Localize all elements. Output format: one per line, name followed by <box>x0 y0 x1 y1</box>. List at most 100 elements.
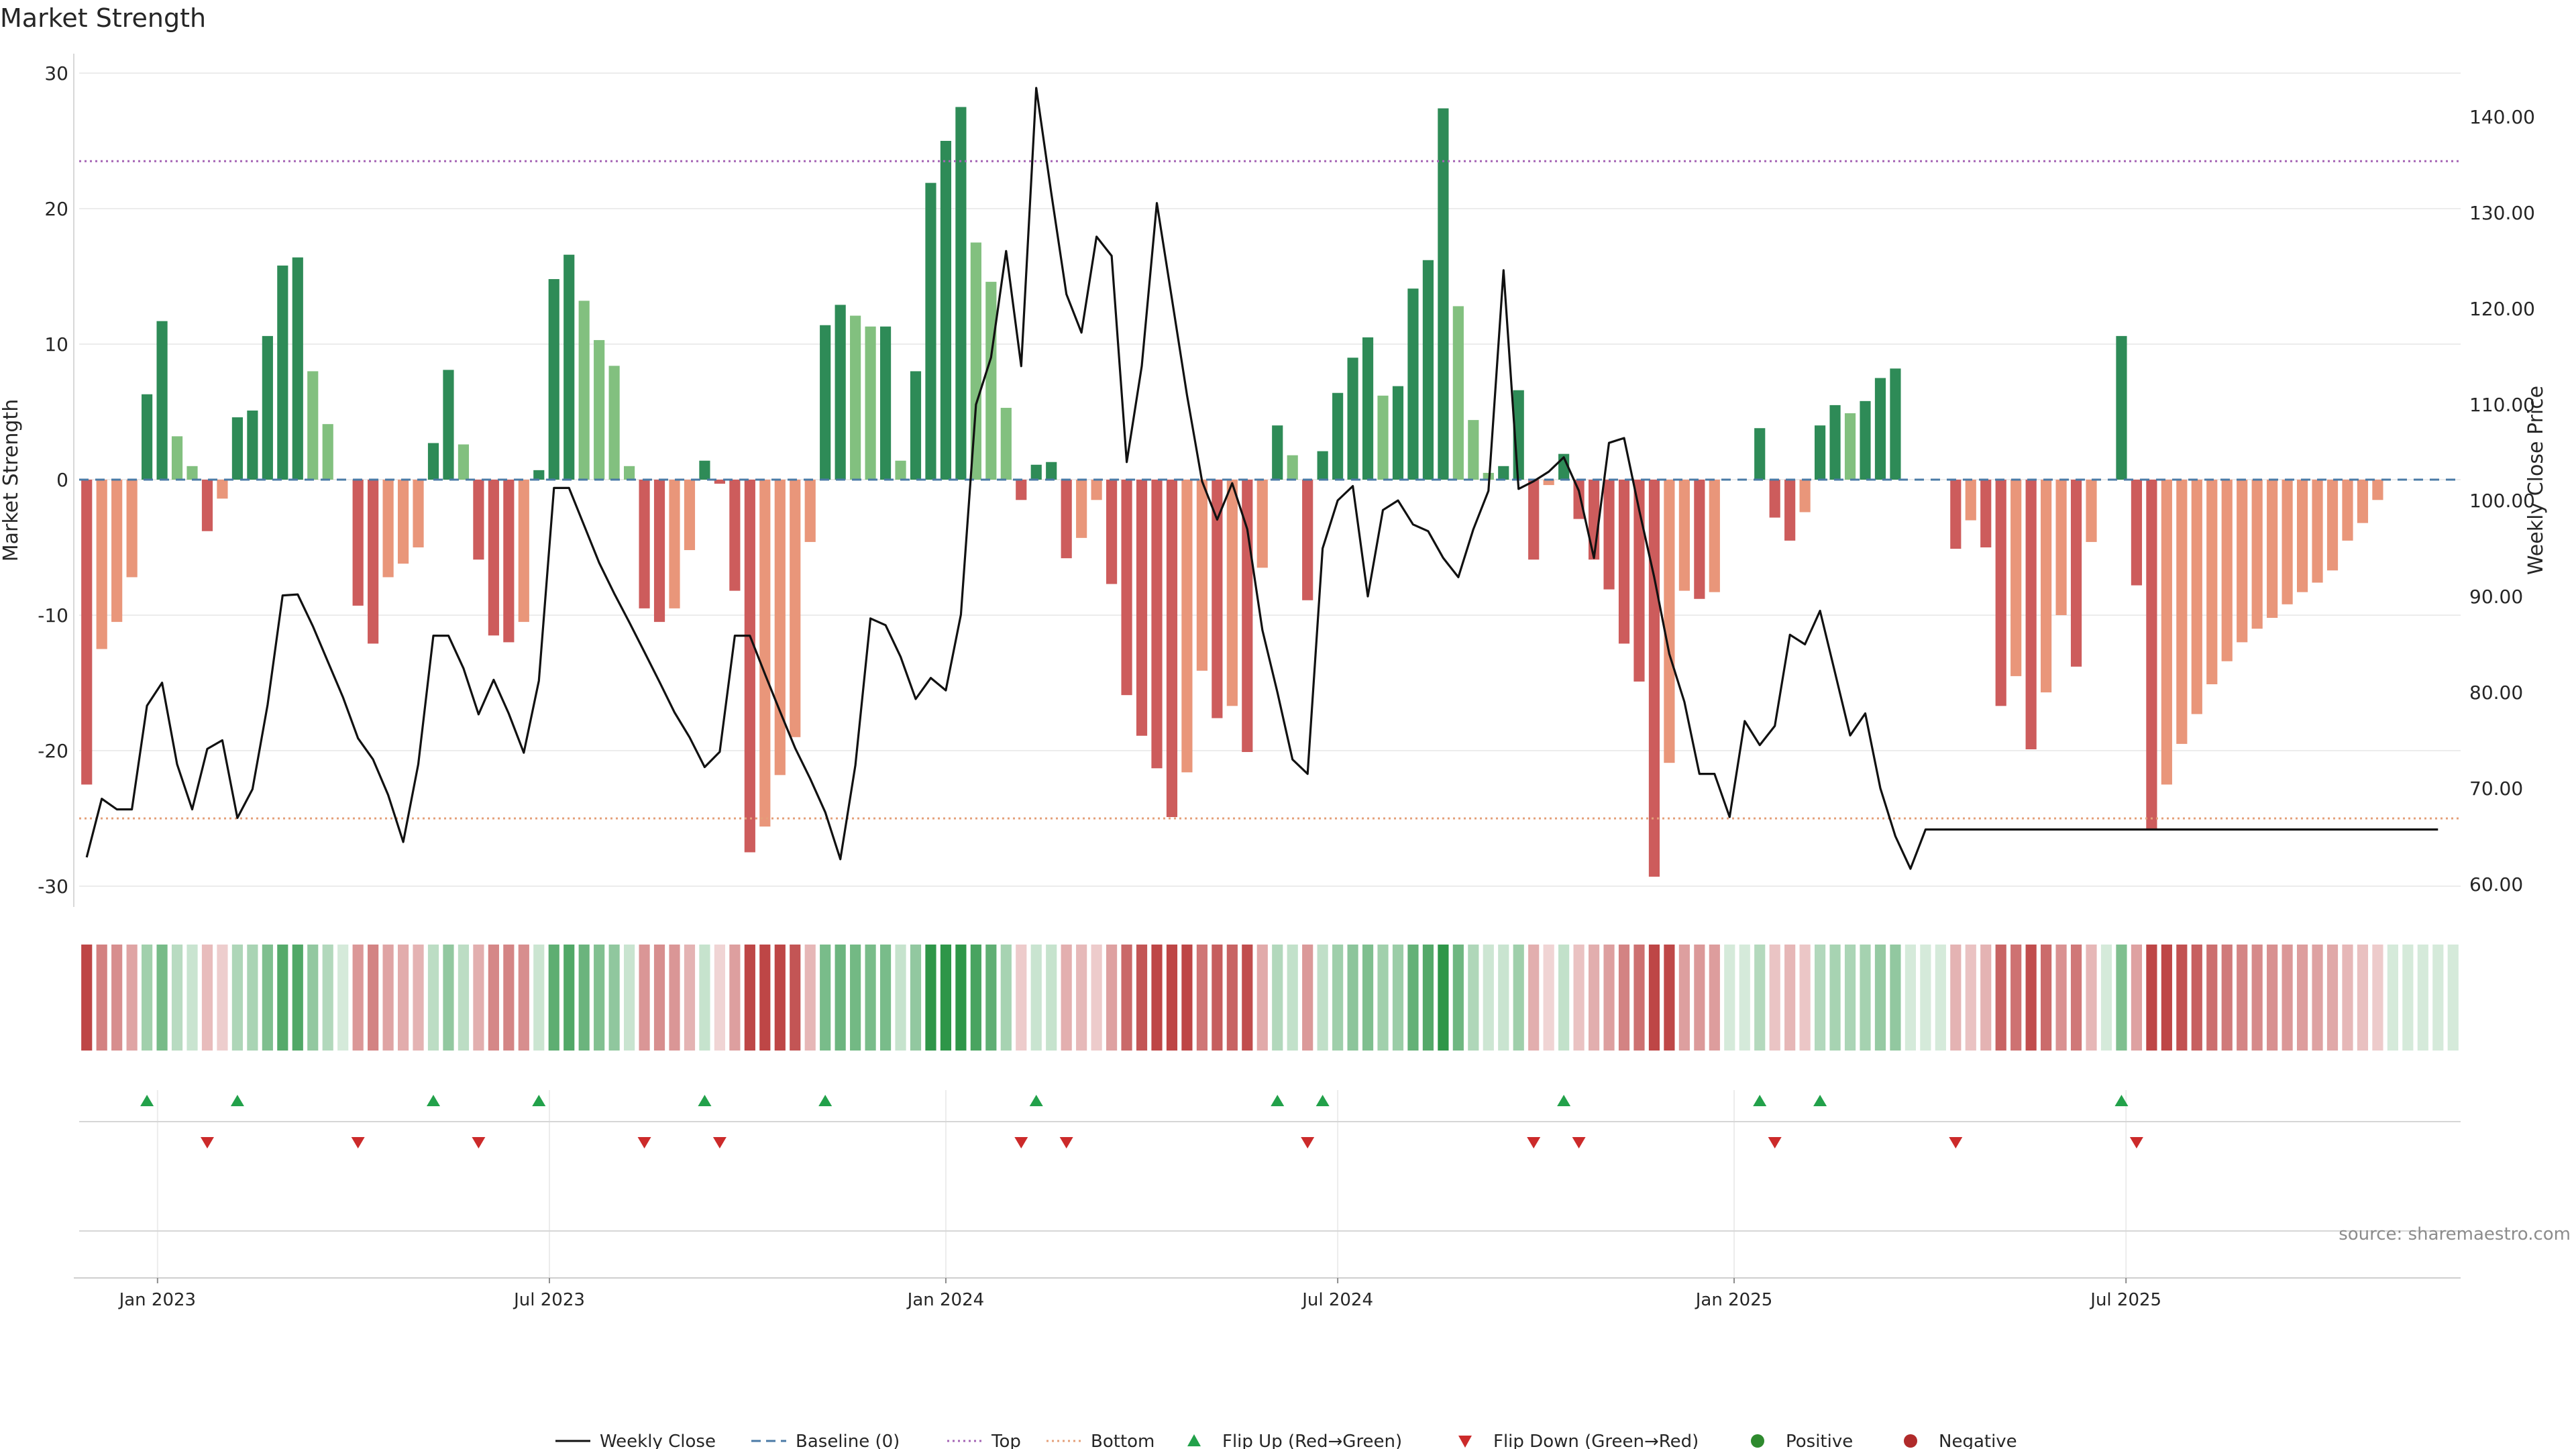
strength-bar <box>940 141 952 480</box>
heat-cell <box>1543 945 1554 1051</box>
date-tick-label: Jan 2024 <box>906 1290 985 1310</box>
legend-item: Positive <box>1751 1432 1853 1449</box>
heat-cell <box>608 945 620 1051</box>
flip-down-marker <box>1572 1137 1586 1148</box>
strength-bar <box>564 254 575 480</box>
strength-bar <box>790 480 801 737</box>
flip-down-marker <box>1059 1137 1073 1148</box>
strength-bar <box>653 480 665 623</box>
strength-bar <box>2282 480 2293 604</box>
heat-cell <box>368 945 379 1051</box>
strength-bar <box>413 480 424 547</box>
heat-cell <box>578 945 590 1051</box>
heat-cell <box>2357 945 2369 1051</box>
right-tick-label: 110.00 <box>2469 394 2535 416</box>
strength-bar <box>1498 466 1509 480</box>
date-tick-label: Jul 2023 <box>513 1290 585 1310</box>
heat-cell <box>1362 945 1374 1051</box>
strength-bar <box>2041 480 2052 693</box>
heat-cell <box>970 945 981 1051</box>
heat-cell <box>835 945 846 1051</box>
strength-bar <box>985 282 997 480</box>
heat-cell <box>81 945 93 1051</box>
heat-cell <box>1106 945 1118 1051</box>
strength-bar <box>322 424 333 480</box>
strength-bar <box>382 480 394 578</box>
strength-bar <box>1091 480 1102 500</box>
heat-cell <box>1392 945 1404 1051</box>
flip-down-marker <box>637 1137 651 1148</box>
heat-cell <box>1633 945 1645 1051</box>
strength-bar <box>669 480 680 608</box>
flip-up-marker <box>698 1095 712 1106</box>
heat-cell <box>684 945 696 1051</box>
strength-bar <box>548 279 559 480</box>
strength-bar <box>850 315 861 480</box>
left-tick-label: 10 <box>44 333 68 356</box>
heat-cell <box>1769 945 1780 1051</box>
heat-cell <box>427 945 439 1051</box>
strength-bar <box>1226 480 1238 706</box>
strength-bar <box>1468 420 1479 480</box>
heat-cell <box>1784 945 1796 1051</box>
strength-bar <box>368 480 379 644</box>
heat-cell <box>865 945 876 1051</box>
heat-cell <box>1438 945 1449 1051</box>
heat-cell <box>1980 945 1992 1051</box>
strength-bar <box>1648 480 1660 877</box>
right-tick-label: 70.00 <box>2469 777 2523 800</box>
flip-down-marker <box>1768 1137 1782 1148</box>
heat-cell <box>413 945 424 1051</box>
heat-cell <box>910 945 922 1051</box>
strength-bar <box>1980 480 1992 547</box>
heat-cell <box>231 945 244 1051</box>
heat-cell <box>669 945 680 1051</box>
strength-bar <box>1046 462 1057 480</box>
strength-bar <box>2176 480 2188 744</box>
heat-cell <box>307 945 319 1051</box>
heat-cell <box>804 945 816 1051</box>
heat-cell <box>503 945 515 1051</box>
heat-cell <box>699 945 710 1051</box>
strength-bar <box>1754 428 1766 480</box>
heat-cell <box>533 945 545 1051</box>
flip-up-marker <box>230 1095 244 1106</box>
strength-bar <box>1317 451 1328 480</box>
heat-cell <box>1694 945 1705 1051</box>
strength-bar <box>201 480 213 531</box>
price-layer <box>85 87 2438 870</box>
heat-cell <box>2191 945 2202 1051</box>
left-tick-label: -10 <box>38 604 68 627</box>
heat-cell <box>1076 945 1087 1051</box>
strength-bar <box>1694 480 1705 599</box>
flip-up-marker <box>1557 1095 1571 1106</box>
strength-bar <box>1076 480 1087 538</box>
flip-up-marker <box>532 1095 546 1106</box>
right-tick-label: 120.00 <box>2469 298 2535 320</box>
heat-cell <box>2312 945 2323 1051</box>
heat-cell <box>2146 945 2157 1051</box>
heat-cell <box>518 945 529 1051</box>
heat-cell <box>1000 945 1012 1051</box>
flip-down-marker <box>1949 1137 1963 1148</box>
legend-item: Flip Down (Green→Red) <box>1458 1432 1699 1449</box>
strength-bar <box>533 470 545 480</box>
legend-item: Weekly Close <box>555 1432 716 1449</box>
heat-cell <box>1030 945 1042 1051</box>
left-tick-label: -30 <box>38 875 68 898</box>
legend-label: Top <box>991 1432 1021 1449</box>
strength-bars <box>81 107 2383 877</box>
strength-bar <box>1181 480 1193 773</box>
heat-cell <box>1648 945 1660 1051</box>
strength-bar <box>1618 480 1630 644</box>
heat-cell <box>744 945 755 1051</box>
heat-cell <box>1904 945 1916 1051</box>
flip-down-marker <box>1527 1137 1541 1148</box>
heat-cell <box>2100 945 2112 1051</box>
heat-cell <box>2372 945 2383 1051</box>
legend-label: Negative <box>1939 1432 2017 1449</box>
strength-bar <box>1874 378 1886 480</box>
strength-bar <box>1709 480 1720 592</box>
strength-bar <box>1347 358 1358 480</box>
